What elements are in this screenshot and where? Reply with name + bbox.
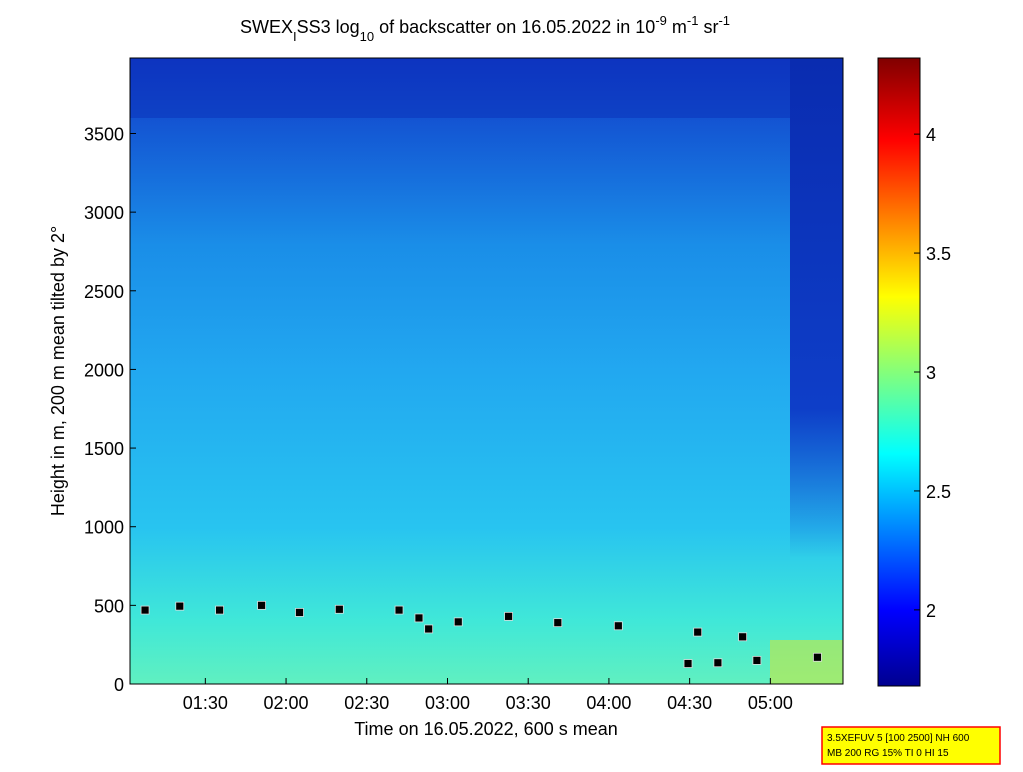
x-tick-label: 01:30 [183,693,228,713]
layer-point [752,656,762,665]
colorbar-tick-label: 3.5 [926,244,951,264]
colorbar-tick-label: 4 [926,125,936,145]
y-tick-label: 3000 [84,203,124,223]
title-part: of backscatter on 16.05.2022 in 10 [374,17,655,37]
title-part: I [293,29,297,44]
y-tick-label: 500 [94,596,124,616]
title-part: SWEX [240,17,293,37]
chart-title: SWEXISS3 log10 of backscatter on 16.05.2… [240,13,730,44]
layer-point [257,600,266,610]
layer-point [693,627,703,637]
x-tick-label: 03:30 [506,693,551,713]
layer-point [813,652,822,662]
x-tick-label: 04:00 [586,693,631,713]
layer-point [175,601,185,611]
backscatter-field [790,58,843,558]
backscatter-field [130,58,790,118]
x-tick-label: 03:00 [425,693,470,713]
title-part: sr [698,17,718,37]
colorbar-tick-label: 2 [926,601,936,621]
layer-point [683,659,693,668]
info-text: MB 200 RG 15% TI 0 HI 15 [827,748,949,759]
layer-point [453,617,463,627]
layer-point [613,621,623,631]
title-part: 10 [360,29,374,44]
backscatter-field [770,640,843,684]
info-text: 3.5XEFUV 5 [100 2500] NH 600 [827,733,970,744]
layer-point [394,605,404,615]
x-tick-label: 02:30 [344,693,389,713]
y-axis-label: Height in m, 200 m mean tilted by 2° [48,226,68,516]
y-tick-label: 0 [114,675,124,695]
x-tick-label: 04:30 [667,693,712,713]
title-part: m [667,17,687,37]
title-part: -1 [718,13,730,28]
layer-point [334,604,344,614]
layer-point [424,624,434,634]
layer-point [504,611,513,621]
y-tick-label: 3500 [84,124,124,144]
layer-point [738,632,748,642]
title-part: -1 [687,13,699,28]
y-tick-label: 1500 [84,439,124,459]
y-tick-label: 2500 [84,282,124,302]
y-tick-label: 1000 [84,518,124,538]
x-tick-label: 02:00 [264,693,309,713]
layer-point [414,613,424,623]
title-part: -9 [655,13,667,28]
layer-point [553,618,563,628]
backscatter-field [130,58,843,684]
y-tick-label: 2000 [84,360,124,380]
x-tick-label: 05:00 [748,693,793,713]
layer-point [215,605,224,615]
layer-point [295,608,304,617]
layer-point [140,605,150,615]
plot-frame [129,57,844,685]
layer-point [713,658,723,668]
colorbar [877,57,921,687]
info-box [821,726,1001,765]
colorbar-tick-label: 2.5 [926,482,951,502]
x-axis-label: Time on 16.05.2022, 600 s mean [354,719,618,739]
title-part: SS3 log [297,17,360,37]
colorbar-tick-label: 3 [926,363,936,383]
